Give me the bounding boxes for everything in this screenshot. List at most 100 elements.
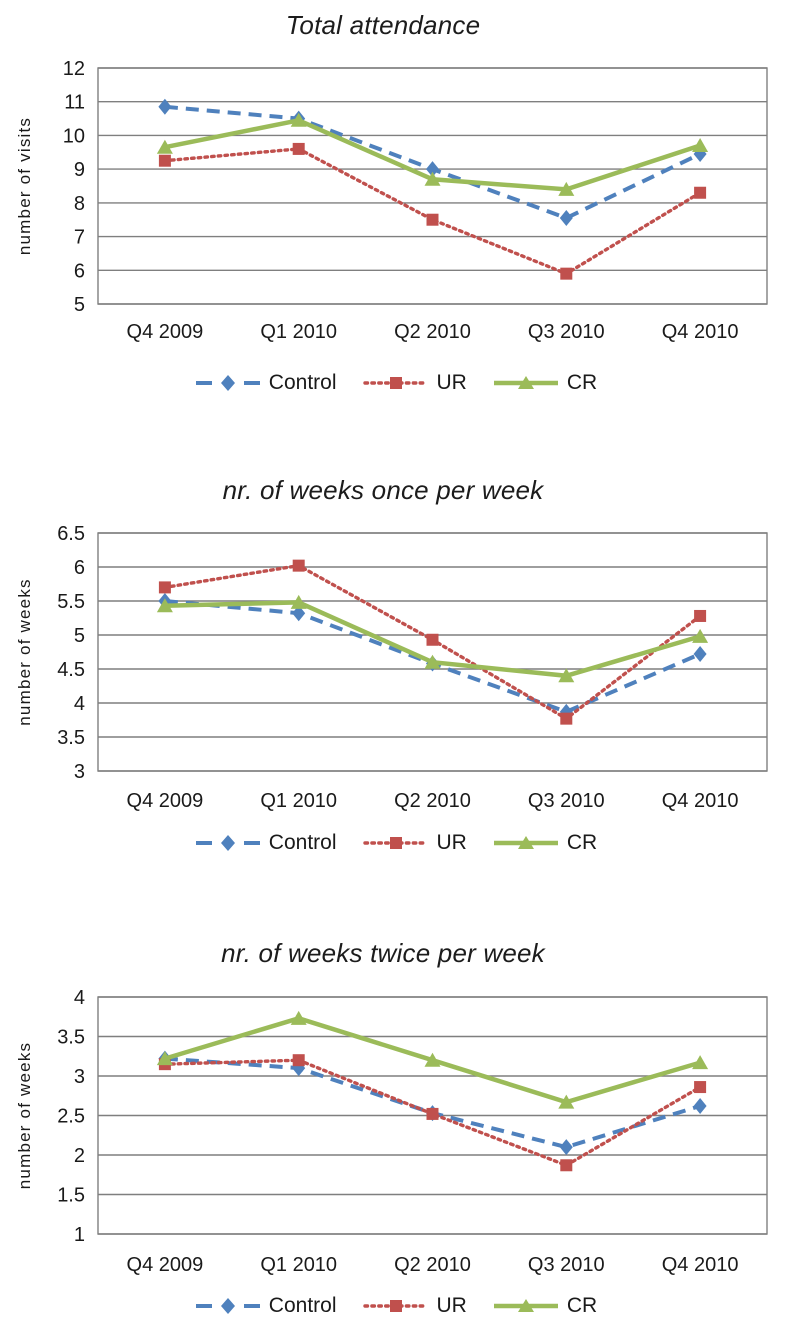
y-tick-label: 3 xyxy=(74,1066,85,1088)
x-tick-label: Q4 2010 xyxy=(662,790,739,812)
data-point-marker xyxy=(559,210,573,227)
legend-label: UR xyxy=(436,371,467,394)
legend-item-cr: CR xyxy=(493,1294,597,1318)
y-tick-label: 6 xyxy=(74,260,85,282)
x-axis-labels: Q4 2009 Q1 2010 Q2 2010 Q3 2010 Q4 2010 xyxy=(127,1254,739,1276)
y-tick-label: 3 xyxy=(74,761,85,783)
ur-dotted-square-icon xyxy=(362,377,429,389)
cr-solid-triangle-icon xyxy=(493,1299,558,1312)
cr-solid-triangle-icon xyxy=(493,836,558,849)
weeks-once-per-week-chart: nr. of weeks once per week 3 3.5 4 4.5 5 5.5 6… xyxy=(0,440,800,880)
ur-dotted-square-icon xyxy=(362,1300,429,1312)
chart-canvas: 1 1.5 2 2.5 3 3.5 4 number of weeks Q4 2009 Q1 20… xyxy=(15,987,768,1276)
y-tick-label: 5 xyxy=(74,294,85,316)
data-point-marker xyxy=(292,605,306,622)
legend-label: UR xyxy=(436,1294,467,1317)
series-ur xyxy=(158,559,707,725)
y-tick-label: 3.5 xyxy=(57,1027,85,1049)
data-point-marker xyxy=(693,1098,707,1115)
data-point-marker xyxy=(424,1052,441,1067)
data-point-marker xyxy=(560,267,573,280)
legend-item-ur: UR xyxy=(362,1294,467,1318)
x-tick-label: Q4 2010 xyxy=(662,321,739,343)
data-point-marker xyxy=(559,1139,573,1156)
series-cr xyxy=(156,1010,709,1109)
y-axis-labels: 5 6 7 8 9 10 11 12 xyxy=(63,58,85,316)
y-tick-label: 2.5 xyxy=(57,1106,85,1128)
data-point-marker xyxy=(156,139,173,154)
data-point-marker xyxy=(694,609,707,622)
legend-item-cr: CR xyxy=(493,371,597,395)
data-point-marker xyxy=(156,1051,173,1066)
x-tick-label: Q4 2009 xyxy=(127,1254,204,1276)
data-point-marker xyxy=(692,628,709,643)
x-tick-label: Q4 2010 xyxy=(662,1254,739,1276)
chart-title: Total attendance xyxy=(285,10,481,40)
legend-item-control: Control xyxy=(195,831,337,855)
data-point-marker xyxy=(158,581,171,594)
data-point-marker xyxy=(558,668,575,683)
y-tick-label: 3.5 xyxy=(57,727,85,749)
legend-label: CR xyxy=(566,1294,598,1317)
data-point-marker xyxy=(694,1081,707,1094)
plot-frame xyxy=(97,532,768,772)
chart-canvas: 3 3.5 4 4.5 5 5.5 6 6.5 number of weeks Q4 2009 Q1… xyxy=(15,523,768,812)
data-point-marker xyxy=(692,138,709,153)
y-tick-label: 12 xyxy=(63,58,85,80)
gridlines xyxy=(98,67,767,305)
data-point-marker xyxy=(558,1094,575,1109)
chart-plot-area: 5 6 7 8 9 10 11 12 number of visits Q4 2009 Q1 201… xyxy=(0,0,800,440)
data-point-marker xyxy=(292,142,305,155)
data-point-marker xyxy=(290,1010,307,1025)
y-tick-label: 1 xyxy=(74,1224,85,1246)
chart-plot-area: 3 3.5 4 4.5 5 5.5 6 6.5 number of weeks Q4 2009 Q1… xyxy=(0,440,800,880)
gridlines xyxy=(98,532,767,772)
chart-legend: Control UR CR xyxy=(0,831,792,855)
chart-title: nr. of weeks once per week xyxy=(222,475,544,505)
data-point-marker xyxy=(292,559,305,572)
data-point-marker xyxy=(693,646,707,663)
y-tick-label: 5 xyxy=(74,625,85,647)
series-control xyxy=(158,98,707,227)
legend-item-control: Control xyxy=(195,371,337,395)
x-tick-label: Q3 2010 xyxy=(528,790,605,812)
data-point-marker xyxy=(424,171,441,186)
series-cr xyxy=(156,112,709,196)
x-tick-label: Q1 2010 xyxy=(260,1254,337,1276)
y-axis-title: number of weeks xyxy=(15,1042,34,1189)
x-tick-label: Q3 2010 xyxy=(528,1254,605,1276)
x-tick-label: Q1 2010 xyxy=(260,321,337,343)
y-axis-title: number of visits xyxy=(15,117,34,255)
data-point-marker xyxy=(290,112,307,127)
legend-label: Control xyxy=(268,1294,337,1317)
y-tick-label: 4.5 xyxy=(57,659,85,681)
data-point-marker xyxy=(290,594,307,609)
y-tick-label: 4 xyxy=(74,693,85,715)
data-point-marker xyxy=(292,1060,306,1077)
chart-plot-area: 1 1.5 2 2.5 3 3.5 4 number of weeks Q4 2009 Q1 20… xyxy=(0,880,800,1331)
y-axis-labels: 1 1.5 2 2.5 3 3.5 4 xyxy=(57,987,85,1246)
y-axis-labels: 3 3.5 4 4.5 5 5.5 6 6.5 xyxy=(57,523,85,783)
x-tick-label: Q2 2010 xyxy=(394,321,471,343)
series-cr xyxy=(156,594,709,683)
chart-canvas: 5 6 7 8 9 10 11 12 number of visits Q4 2009 Q1 201… xyxy=(15,58,768,343)
data-point-marker xyxy=(560,1159,573,1172)
legend-item-cr: CR xyxy=(493,831,597,855)
x-tick-label: Q3 2010 xyxy=(528,321,605,343)
legend-label: UR xyxy=(436,831,467,854)
legend-label: CR xyxy=(566,831,598,854)
legend-label: CR xyxy=(566,371,598,394)
cr-solid-triangle-icon xyxy=(493,376,558,389)
legend-item-ur: UR xyxy=(362,831,467,855)
x-axis-labels: Q4 2009 Q1 2010 Q2 2010 Q3 2010 Q4 2010 xyxy=(127,790,739,812)
data-point-marker xyxy=(426,1107,439,1120)
legend-item-control: Control xyxy=(195,1294,337,1318)
data-point-marker xyxy=(424,654,441,669)
weeks-twice-per-week-chart: nr. of weeks twice per week 1 1.5 2 2.5 3 3.5… xyxy=(0,880,800,1331)
y-tick-label: 8 xyxy=(74,193,85,215)
data-point-marker xyxy=(694,186,707,199)
ur-dotted-square-icon xyxy=(362,837,429,849)
data-point-marker xyxy=(156,598,173,613)
chart-title: nr. of weeks twice per week xyxy=(221,938,545,968)
data-point-marker xyxy=(426,633,439,646)
